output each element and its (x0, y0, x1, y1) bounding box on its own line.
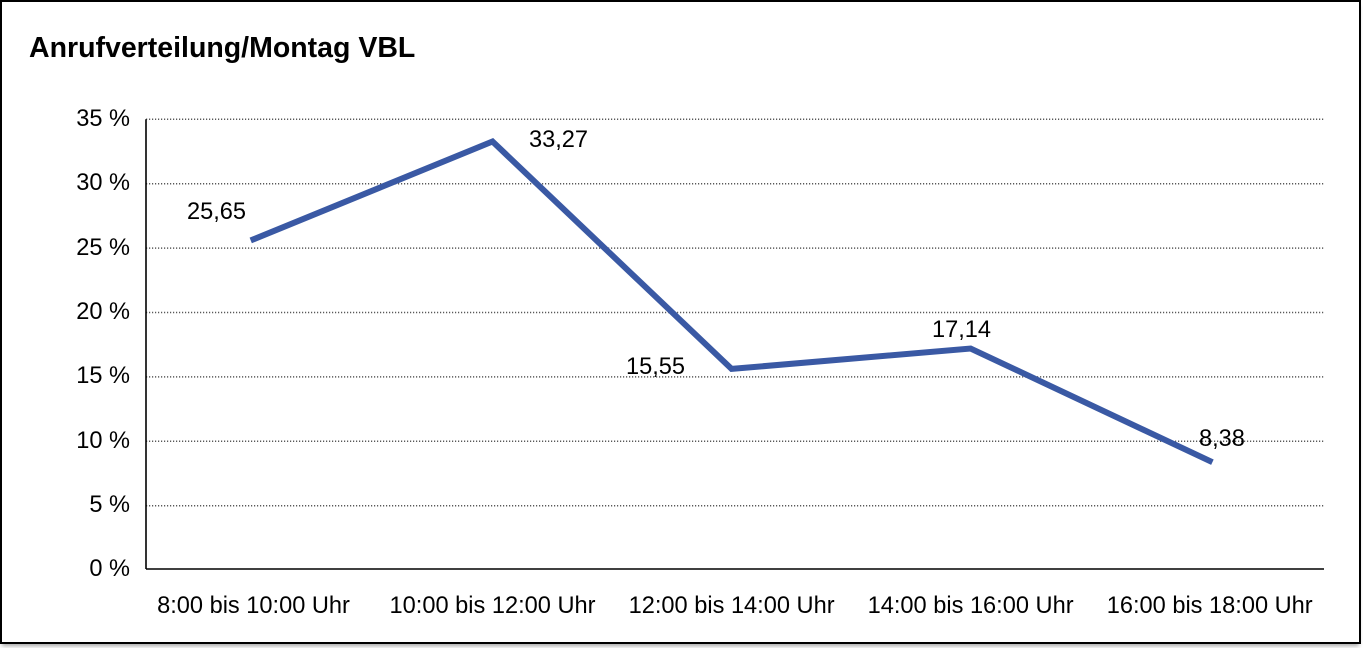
svg-text:15 %: 15 % (76, 363, 130, 389)
svg-text:0 %: 0 % (89, 556, 130, 582)
svg-text:33,27: 33,27 (529, 127, 588, 153)
svg-text:10 %: 10 % (76, 428, 130, 454)
svg-text:12:00 bis 14:00 Uhr: 12:00 bis 14:00 Uhr (629, 593, 835, 619)
svg-text:14:00 bis 16:00 Uhr: 14:00 bis 16:00 Uhr (868, 593, 1074, 619)
svg-text:5 %: 5 % (89, 492, 130, 518)
svg-text:25,65: 25,65 (187, 199, 246, 225)
svg-text:30 %: 30 % (76, 170, 130, 196)
svg-text:25 %: 25 % (76, 235, 130, 261)
svg-text:20 %: 20 % (76, 299, 130, 325)
svg-text:16:00 bis 18:00 Uhr: 16:00 bis 18:00 Uhr (1107, 593, 1313, 619)
svg-text:8,38: 8,38 (1199, 426, 1245, 452)
svg-text:15,55: 15,55 (626, 354, 685, 380)
svg-text:35 %: 35 % (76, 106, 130, 132)
svg-text:17,14: 17,14 (932, 317, 991, 343)
svg-text:8:00 bis 10:00 Uhr: 8:00 bis 10:00 Uhr (157, 593, 350, 619)
svg-text:10:00 bis 12:00 Uhr: 10:00 bis 12:00 Uhr (390, 593, 596, 619)
